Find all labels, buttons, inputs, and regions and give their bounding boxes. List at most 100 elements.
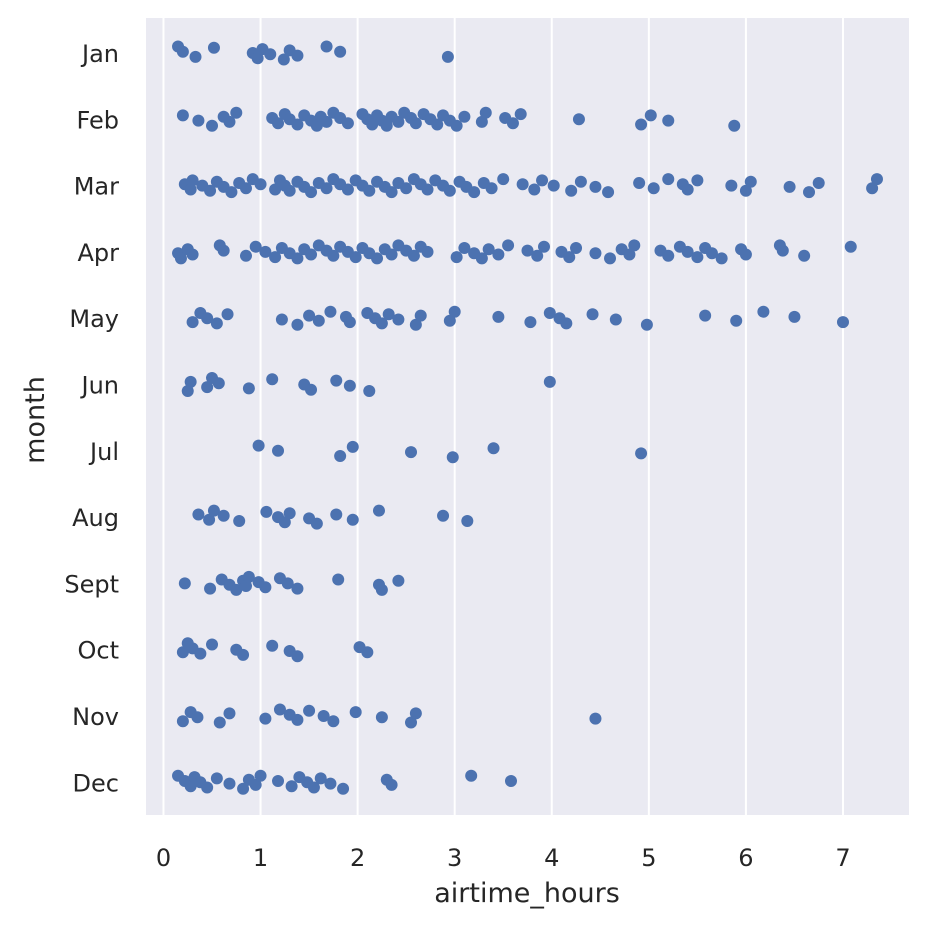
data-point bbox=[502, 239, 515, 252]
data-point bbox=[560, 317, 573, 330]
data-point bbox=[385, 778, 398, 791]
y-tick-label: Oct bbox=[78, 637, 120, 665]
data-point bbox=[239, 182, 252, 195]
data-point bbox=[504, 775, 517, 787]
data-point bbox=[349, 251, 362, 264]
data-point bbox=[431, 118, 444, 131]
data-point bbox=[277, 53, 290, 66]
data-point bbox=[757, 305, 770, 318]
data-point bbox=[272, 775, 285, 787]
data-point bbox=[204, 184, 217, 197]
data-point bbox=[570, 242, 583, 254]
data-point bbox=[647, 182, 660, 195]
y-tick-label: Feb bbox=[77, 106, 120, 134]
data-point bbox=[249, 778, 262, 791]
data-point bbox=[405, 716, 418, 729]
data-point bbox=[201, 381, 214, 394]
data-point bbox=[487, 442, 500, 455]
data-point bbox=[320, 182, 333, 195]
data-point bbox=[482, 243, 495, 256]
data-point bbox=[184, 375, 197, 388]
data-point bbox=[181, 385, 194, 397]
data-point bbox=[327, 249, 340, 262]
data-point bbox=[450, 119, 463, 132]
data-point bbox=[392, 574, 405, 587]
y-axis-label: month bbox=[20, 376, 51, 464]
data-point bbox=[312, 314, 325, 327]
x-tick-label: 2 bbox=[350, 844, 365, 872]
data-point bbox=[176, 45, 189, 58]
data-point bbox=[788, 310, 801, 323]
y-tick-label: Dec bbox=[73, 769, 119, 797]
data-point bbox=[272, 117, 285, 130]
data-point bbox=[543, 375, 556, 388]
data-point bbox=[210, 772, 223, 785]
data-point bbox=[291, 252, 304, 265]
data-point bbox=[186, 248, 199, 261]
data-point bbox=[739, 248, 752, 261]
data-point bbox=[524, 316, 537, 329]
data-point bbox=[589, 180, 602, 193]
data-point bbox=[475, 252, 488, 265]
data-point bbox=[186, 174, 199, 187]
data-point bbox=[844, 240, 857, 253]
data-point bbox=[521, 244, 534, 257]
data-point bbox=[194, 647, 207, 660]
data-point bbox=[174, 252, 187, 265]
data-point bbox=[363, 385, 376, 397]
y-tick-label: Nov bbox=[72, 703, 119, 731]
data-point bbox=[485, 182, 498, 195]
data-point bbox=[320, 40, 333, 53]
y-tick-label: Sept bbox=[64, 570, 119, 598]
data-point bbox=[392, 313, 405, 326]
data-point bbox=[516, 178, 529, 191]
data-point bbox=[691, 174, 704, 187]
data-point bbox=[275, 313, 288, 326]
data-point bbox=[259, 581, 272, 594]
data-point bbox=[176, 715, 189, 728]
x-tick-label: 5 bbox=[641, 844, 656, 872]
data-point bbox=[303, 704, 316, 717]
data-point bbox=[217, 244, 230, 257]
data-point bbox=[604, 252, 617, 265]
data-point bbox=[203, 513, 216, 526]
data-point bbox=[327, 715, 340, 728]
data-point bbox=[305, 248, 318, 261]
data-point bbox=[206, 638, 219, 651]
data-point bbox=[635, 447, 648, 460]
data-point bbox=[366, 118, 379, 131]
data-point bbox=[414, 309, 427, 322]
data-point bbox=[186, 316, 199, 329]
data-point bbox=[223, 777, 236, 790]
data-point bbox=[206, 119, 219, 132]
data-point bbox=[691, 251, 704, 264]
data-point bbox=[589, 712, 602, 725]
data-point bbox=[285, 780, 298, 793]
data-point bbox=[407, 249, 420, 262]
x-axis-label: airtime_hours bbox=[434, 878, 620, 909]
data-point bbox=[380, 119, 393, 132]
data-point bbox=[233, 515, 246, 527]
data-point bbox=[479, 106, 492, 119]
data-point bbox=[201, 781, 214, 794]
data-point bbox=[640, 318, 653, 331]
data-point bbox=[492, 310, 505, 323]
data-point bbox=[497, 173, 510, 186]
data-point bbox=[375, 583, 388, 596]
data-point bbox=[264, 48, 277, 61]
data-point bbox=[225, 186, 238, 199]
data-point bbox=[305, 383, 318, 396]
y-tick-label: Aug bbox=[72, 504, 119, 532]
data-point bbox=[291, 650, 304, 663]
x-axis-ticks: 0 1 2 3 4 5 6 7 bbox=[156, 844, 851, 872]
data-point bbox=[307, 781, 320, 794]
data-point bbox=[330, 508, 343, 521]
data-point bbox=[213, 716, 226, 729]
data-point bbox=[586, 308, 599, 321]
data-point bbox=[242, 570, 255, 583]
data-point bbox=[251, 52, 264, 65]
data-point bbox=[343, 379, 356, 392]
data-point bbox=[836, 316, 849, 329]
data-point bbox=[324, 305, 337, 318]
